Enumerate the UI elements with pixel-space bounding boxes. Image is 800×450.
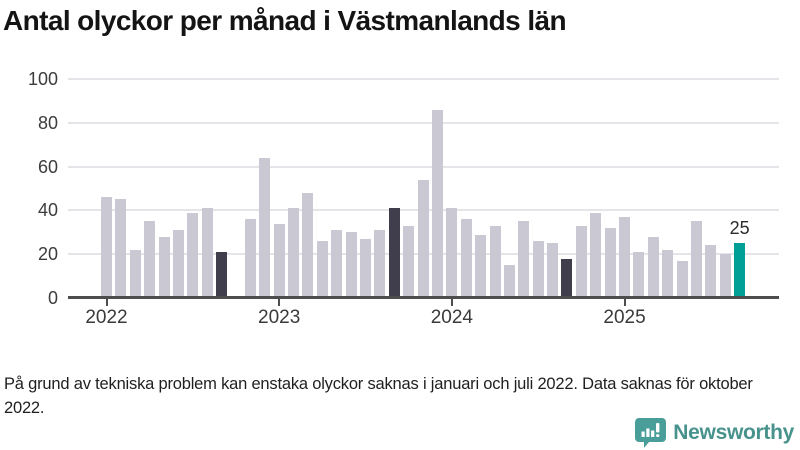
bar-2025-03 [647,236,659,298]
footnote: På grund av tekniska problem kan enstaka… [4,375,753,417]
bar-2025-06 [690,221,702,298]
y-axis-label-100: 100 [27,69,58,89]
x-tick-2023 [278,299,281,306]
bar-2025-02 [633,252,645,298]
gridline-60 [68,165,779,168]
x-tick-2024 [450,299,453,306]
bar-2025-07 [705,245,717,298]
bar-2024-11 [590,212,602,298]
plot-area: 25 [68,78,779,298]
bar-2023-04 [316,241,328,298]
gridline-80 [68,121,779,124]
bar-2023-09 [388,208,400,298]
bar-2025-04 [662,249,674,298]
bar-2022-01 [101,197,112,298]
chart-title: Antal olyckor per månad i Västmanlands l… [3,5,567,36]
bar-2022-05 [158,236,170,298]
bar-2024-01 [446,208,458,298]
bar-2024-06 [518,221,530,298]
bar-2023-01 [273,223,285,298]
bar-2023-02 [288,208,300,298]
bar-2023-08 [374,230,386,298]
bar-2022-06 [172,230,184,298]
bar-2025-05 [676,260,688,298]
bar-2022-03 [129,249,141,298]
x-tick-2025 [623,299,626,306]
bar-2023-03 [302,192,314,298]
newsworthy-logo[interactable]: Newsworthy [635,418,794,448]
bar-2022-11 [244,219,256,298]
bar-2022-12 [259,157,271,298]
bar-2024-02 [460,219,472,298]
x-axis-label-2023: 2023 [258,307,301,328]
newsworthy-wordmark: Newsworthy [673,421,794,444]
bar-2024-03 [475,234,487,298]
x-axis-label-2025: 2025 [603,307,646,328]
bar-2024-12 [604,227,616,298]
bar-2024-07 [532,241,544,298]
bar-2024-09 [561,258,573,298]
bar-2024-08 [547,243,559,298]
bar-2025-09 [734,243,746,298]
bar-2022-02 [115,199,127,298]
y-axis-label-0: 0 [47,288,58,308]
bar-2023-07 [360,238,372,298]
bar-2022-07 [187,212,199,298]
bar-2023-06 [345,232,357,298]
bar-2022-04 [144,221,156,298]
y-axis-label-20: 20 [37,244,58,265]
x-axis-label-2024: 2024 [430,307,473,328]
bar-value-label: 25 [729,218,750,239]
bar-2023-11 [417,179,429,298]
bar-2025-01 [619,216,631,298]
y-axis-label-80: 80 [37,112,58,133]
gridline-100 [68,78,779,80]
bar-2022-09 [216,252,228,298]
bar-2023-12 [431,109,443,298]
x-axis-label-2022: 2022 [85,307,128,328]
bar-2023-10 [403,225,415,298]
bar-2024-05 [503,265,515,298]
bar-2024-04 [489,225,501,298]
y-axis-label-60: 60 [37,156,58,177]
x-tick-2022 [105,299,108,306]
bar-2025-08 [719,254,731,298]
newsworthy-icon [635,418,667,448]
y-axis-label-40: 40 [37,200,58,221]
bar-2023-05 [331,230,343,298]
bar-2024-10 [575,225,587,298]
bar-2022-08 [201,208,213,298]
x-axis-line [68,296,779,299]
